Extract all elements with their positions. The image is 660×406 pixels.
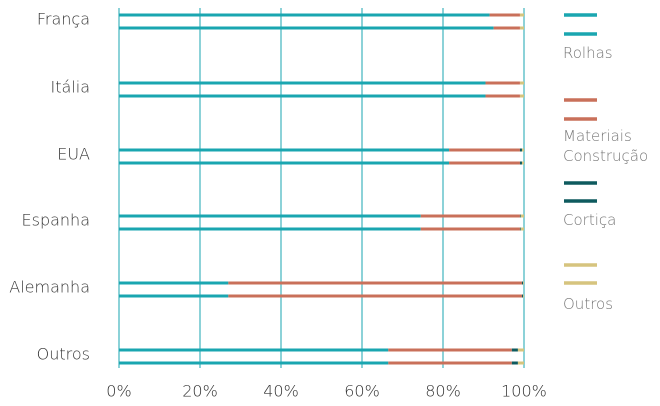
bar-segment [521, 161, 524, 165]
bar-segment [119, 161, 450, 165]
category-label: Outros [37, 345, 90, 364]
bar-segment [519, 81, 524, 85]
legend-label: Materiais Construção [563, 127, 648, 165]
bar-segment [521, 281, 524, 285]
bars [119, 13, 524, 365]
bar-segment [119, 348, 389, 352]
category-label: EUA [57, 145, 90, 164]
bar-segment [521, 148, 524, 152]
x-tick-label: 100% [501, 382, 547, 401]
bar-segment [449, 148, 520, 152]
bar-segment [519, 26, 524, 30]
bar-segment [485, 81, 520, 85]
bar-segment [519, 13, 524, 17]
bar-segment [119, 148, 450, 152]
bar-segment [420, 214, 520, 218]
bar-segment [119, 361, 389, 365]
category-label: Alemanha [9, 278, 90, 297]
bar-segment [388, 348, 512, 352]
bar-segment [388, 361, 512, 365]
bar-segment [119, 281, 229, 285]
bar-segment [449, 161, 520, 165]
bar-segment [228, 281, 522, 285]
x-tick-label: 0% [106, 382, 131, 401]
bar-segment [119, 294, 229, 298]
bar-segment [485, 94, 520, 98]
category-labels: França Itália EUA Espanha Alemanha Outros [9, 10, 90, 364]
bar-segment [119, 94, 486, 98]
bar-segment [523, 294, 524, 298]
legend: Rolhas Materiais Construção Cortiça Outros [563, 13, 648, 313]
category-label: Itália [51, 78, 91, 97]
x-tick-labels: 0% 20% 40% 60% 80% 100% [106, 382, 547, 401]
legend-label: Outros [563, 295, 613, 313]
bar-segment [119, 227, 421, 231]
category-label: Espanha [22, 211, 91, 230]
bar-segment [119, 26, 494, 30]
x-tick-label: 60% [344, 382, 380, 401]
bar-segment [519, 161, 522, 165]
bar-segment [489, 13, 520, 17]
bar-segment [519, 214, 521, 218]
x-tick-label: 40% [263, 382, 299, 401]
bar-segment [520, 227, 524, 231]
bar-segment [520, 214, 524, 218]
bar-segment [519, 227, 521, 231]
bar-segment [493, 26, 520, 30]
x-tick-label: 20% [182, 382, 218, 401]
bar-segment [519, 148, 522, 152]
bar-segment [119, 13, 490, 17]
bar-segment [517, 361, 524, 365]
bar-segment [511, 361, 518, 365]
bar-segment [119, 214, 421, 218]
bar-segment [519, 94, 524, 98]
grid-lines [118, 8, 525, 368]
bar-segment [517, 348, 524, 352]
x-tick-label: 80% [425, 382, 461, 401]
bar-segment [521, 294, 524, 298]
category-label: França [37, 10, 90, 29]
bar-segment [420, 227, 520, 231]
bar-segment [511, 348, 518, 352]
bar-segment [119, 81, 486, 85]
bar-segment [523, 281, 524, 285]
legend-label: Rolhas [563, 44, 613, 62]
legend-label: Cortiça [563, 211, 616, 229]
bar-segment [228, 294, 522, 298]
